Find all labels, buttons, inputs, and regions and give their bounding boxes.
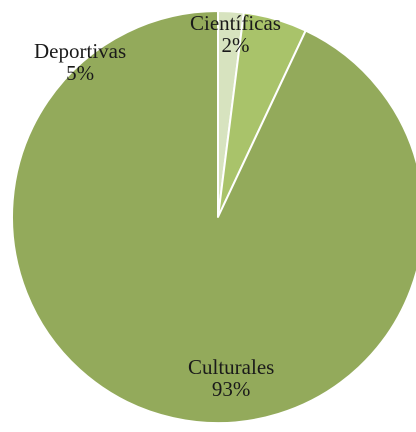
slice-label-cientificas-name: Científicas <box>190 11 281 35</box>
slice-label-deportivas: Deportivas 5% <box>34 40 126 84</box>
slice-label-deportivas-name: Deportivas <box>34 39 127 63</box>
slice-label-deportivas-pct: 5% <box>66 61 95 85</box>
slice-label-culturales: Culturales 93% <box>188 356 274 400</box>
slice-label-culturales-name: Culturales <box>188 355 275 379</box>
slice-label-culturales-pct: 93% <box>211 377 251 401</box>
pie-slice-culturales <box>11 10 416 424</box>
slice-label-cientificas-pct: 2% <box>221 33 250 57</box>
slice-label-cientificas: Científicas 2% <box>190 12 281 56</box>
